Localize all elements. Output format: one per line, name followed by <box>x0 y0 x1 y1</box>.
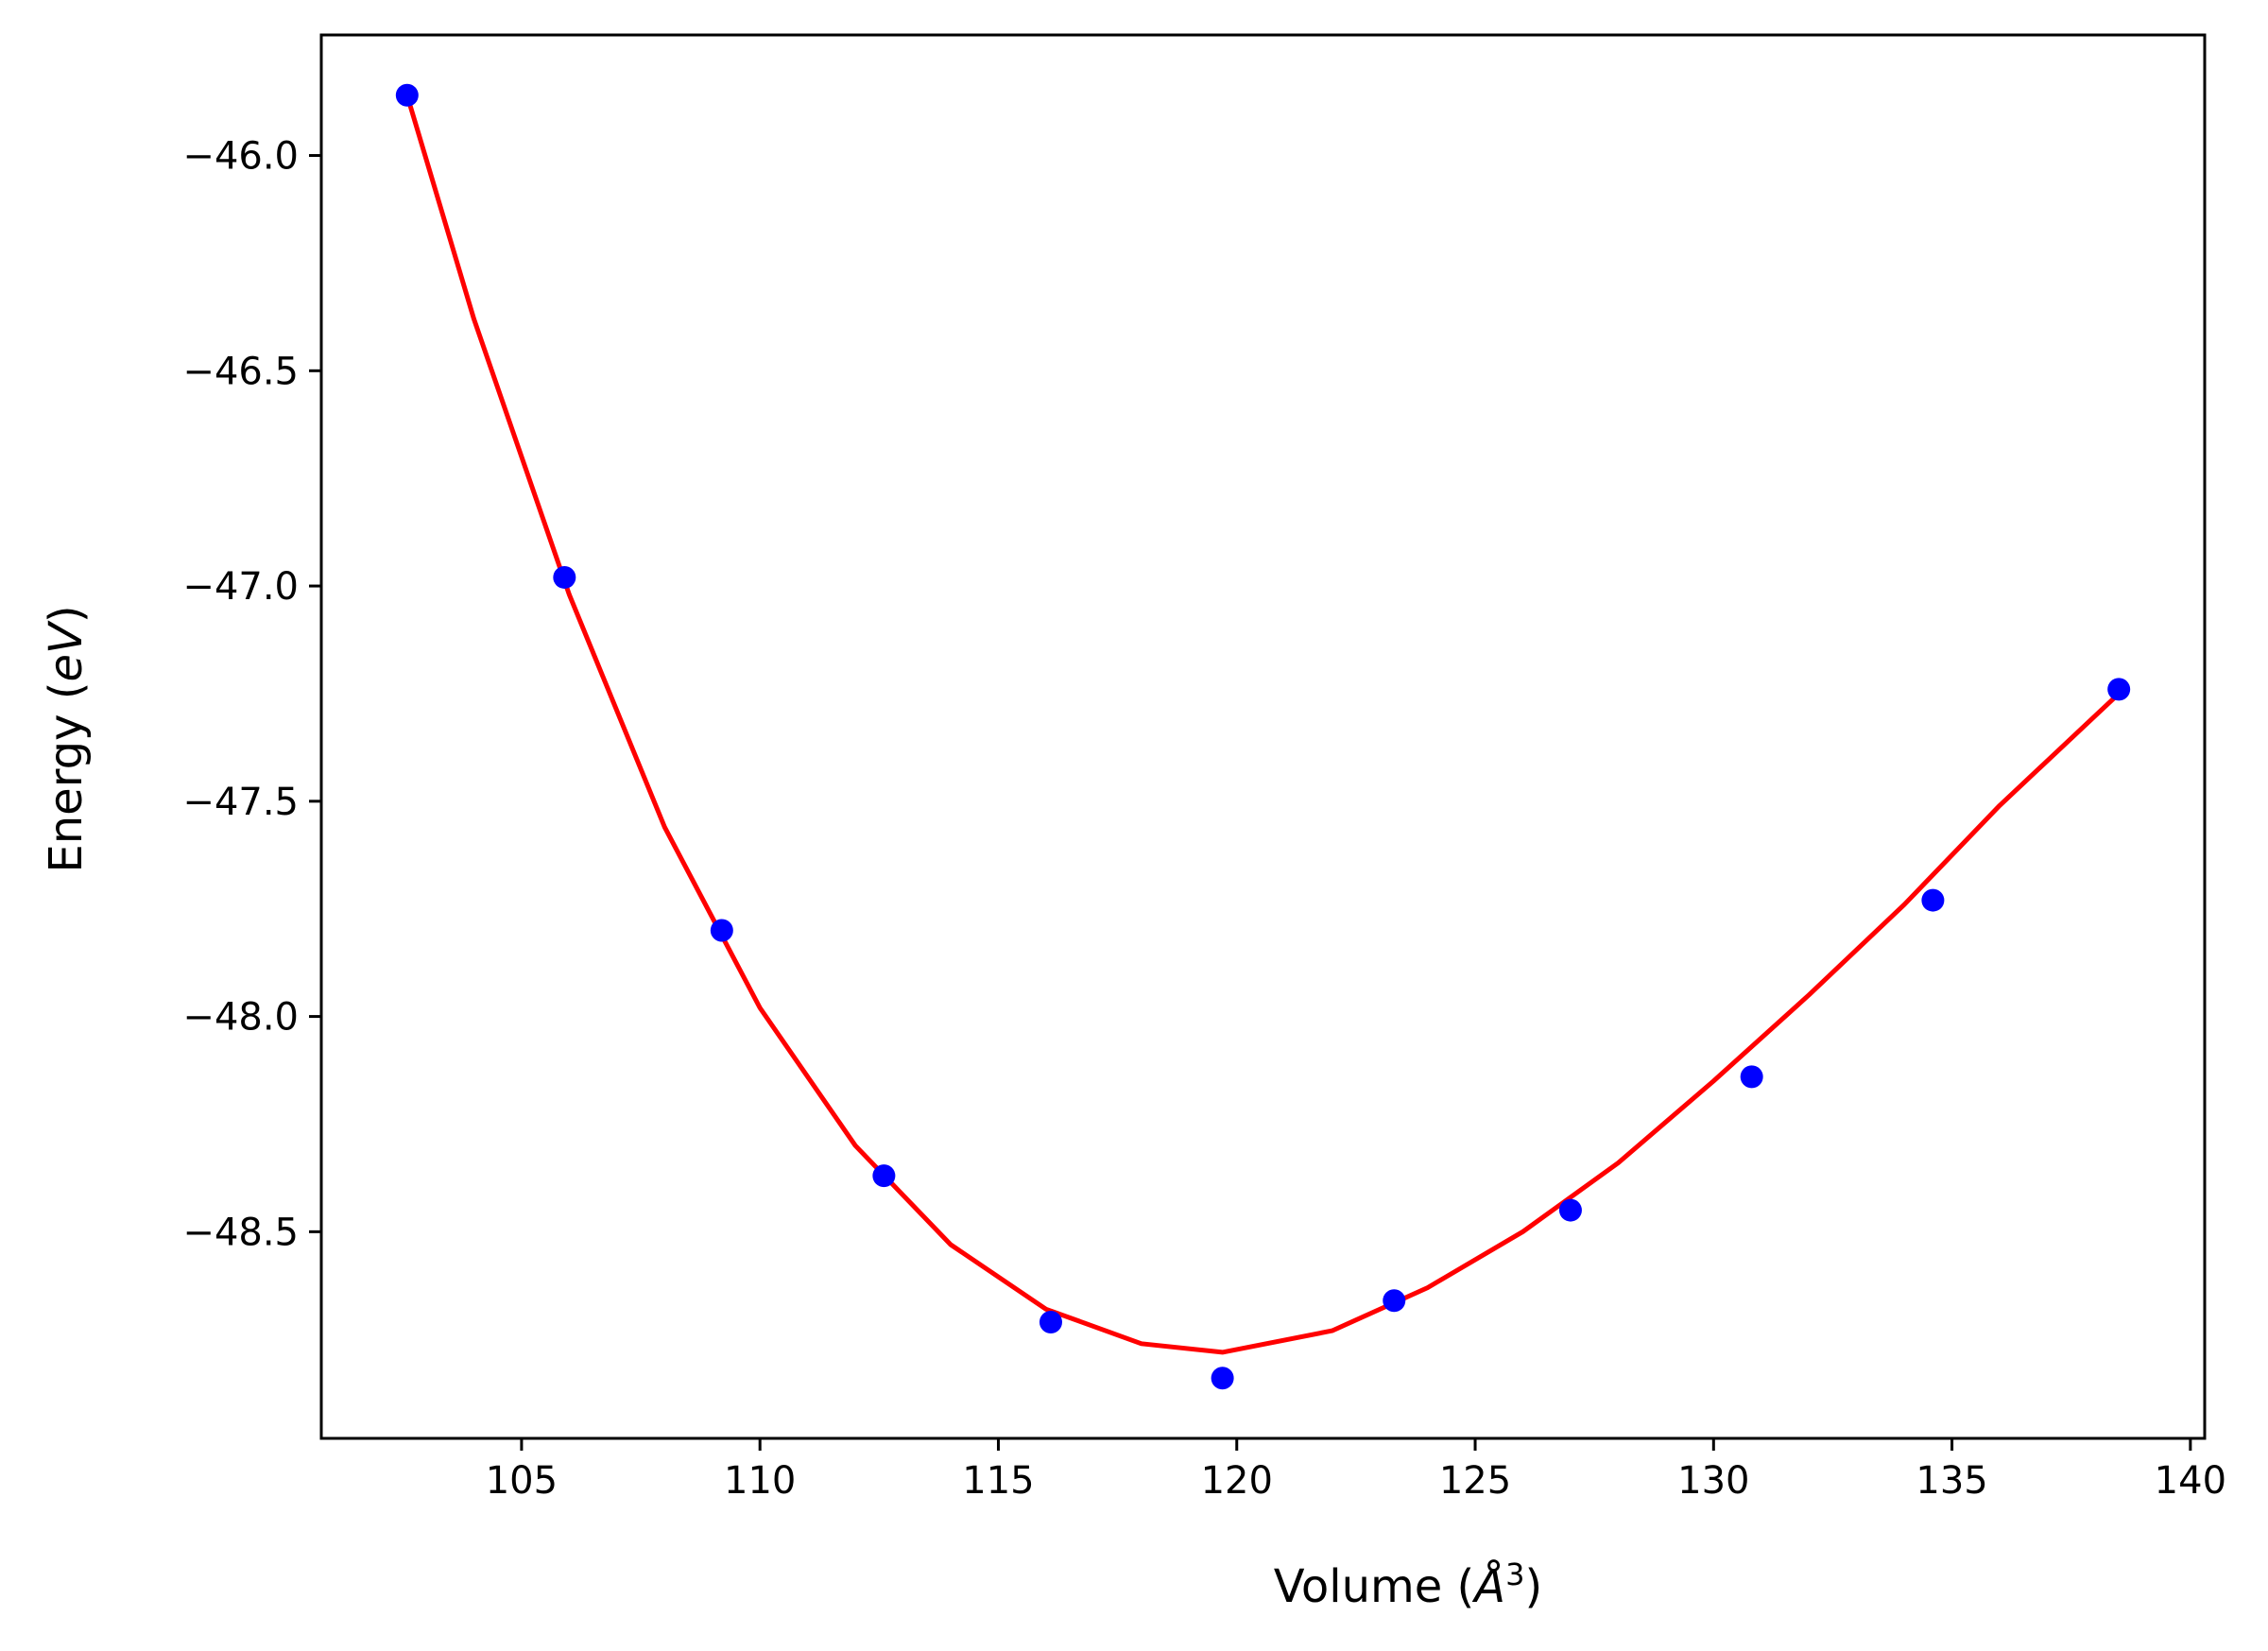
y-tick-label: −47.0 <box>182 565 299 609</box>
x-tick-label: 115 <box>962 1459 1034 1503</box>
x-tick-label: 140 <box>2155 1459 2226 1503</box>
data-point <box>1039 1311 1062 1334</box>
y-tick-label: −48.0 <box>182 996 299 1040</box>
y-axis-title: Energy (eV) <box>40 605 93 872</box>
x-axis-title: Volume (Å3) <box>1274 1556 1542 1613</box>
series-layer <box>395 83 2131 1390</box>
plot-frame <box>319 33 2207 1440</box>
x-tick-label: 105 <box>486 1459 558 1503</box>
y-tick-label: −47.5 <box>182 781 299 824</box>
fit-curve <box>404 93 2122 1355</box>
plot-background <box>321 35 2205 1438</box>
y-tick-label: −46.5 <box>182 350 299 393</box>
plot-area <box>321 35 2205 1438</box>
data-point <box>1383 1289 1406 1313</box>
x-tick-label: 125 <box>1439 1459 1511 1503</box>
y-tick-label: −46.0 <box>182 135 299 179</box>
x-tick-label: 110 <box>724 1459 796 1503</box>
data-point <box>710 919 733 942</box>
x-tick-label: 130 <box>1677 1459 1749 1503</box>
axes-layer: 105 110 115 120 125 130 135 140 −46.0 −46.5 −47.0 −… <box>182 33 2226 1503</box>
data-point <box>1740 1065 1763 1089</box>
data-point <box>1921 888 1945 912</box>
data-point <box>553 565 576 589</box>
x-tick-label: 120 <box>1201 1459 1273 1503</box>
data-point <box>395 83 419 107</box>
x-tick-label: 135 <box>1916 1459 1987 1503</box>
data-point <box>2107 678 2131 701</box>
y-tick-label: −48.5 <box>182 1211 299 1254</box>
data-point <box>1211 1367 1234 1390</box>
data-point <box>872 1164 896 1188</box>
data-point <box>1558 1198 1582 1222</box>
